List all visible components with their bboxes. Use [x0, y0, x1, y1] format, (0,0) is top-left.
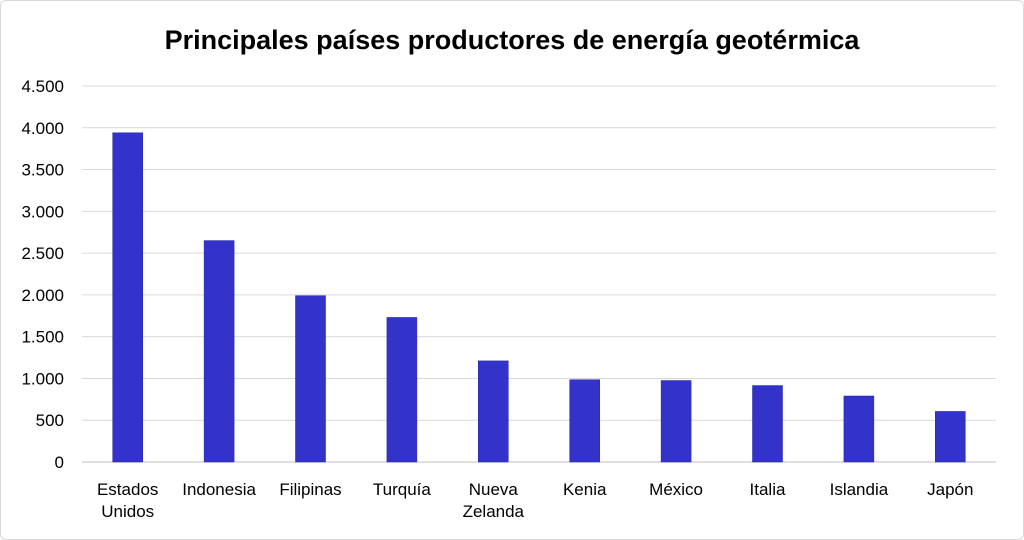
- x-tick-label: Nueva Zelanda: [463, 480, 525, 521]
- y-tick-label: 500: [36, 411, 64, 430]
- y-tick-label: 0: [55, 453, 64, 472]
- bar: [660, 380, 692, 463]
- bar: [478, 360, 509, 463]
- bar: [752, 385, 783, 463]
- x-tick-label: Italia: [750, 480, 786, 499]
- bar: [295, 295, 326, 463]
- bar: [112, 132, 143, 463]
- x-tick-label: Japón: [927, 480, 973, 499]
- bar: [203, 240, 235, 463]
- y-tick-label: 3.500: [21, 161, 64, 180]
- y-tick-label: 2.000: [21, 286, 64, 305]
- y-tick-label: 4.500: [21, 77, 64, 96]
- x-tick-label: México: [649, 480, 703, 499]
- y-tick-label: 1.000: [21, 369, 64, 388]
- bars: [112, 132, 966, 463]
- x-tick-label: Indonesia: [182, 480, 256, 499]
- bar: [386, 317, 418, 463]
- x-tick-label: Turquía: [373, 480, 432, 499]
- x-axis-ticks: Estados Unidos Indonesia Filipinas Turquía Nu…: [97, 480, 973, 521]
- y-axis-ticks: 0 500 1.000 1.500 2.000 2.500 3.000 3.500 4.000 4…: [21, 77, 64, 472]
- chart-title: Principales países productores de energí…: [165, 25, 861, 55]
- y-tick-label: 4.000: [21, 119, 64, 138]
- x-tick-label: Estados Unidos: [97, 480, 158, 521]
- x-tick-label: Kenia: [563, 480, 607, 499]
- y-tick-label: 3.000: [21, 202, 64, 221]
- y-tick-label: 2.500: [21, 244, 64, 263]
- y-tick-label: 1.500: [21, 328, 64, 347]
- x-tick-label: Filipinas: [279, 480, 341, 499]
- bar: [569, 379, 600, 463]
- x-tick-label: Islandia: [830, 480, 889, 499]
- bar: [843, 395, 875, 463]
- bar: [935, 411, 966, 463]
